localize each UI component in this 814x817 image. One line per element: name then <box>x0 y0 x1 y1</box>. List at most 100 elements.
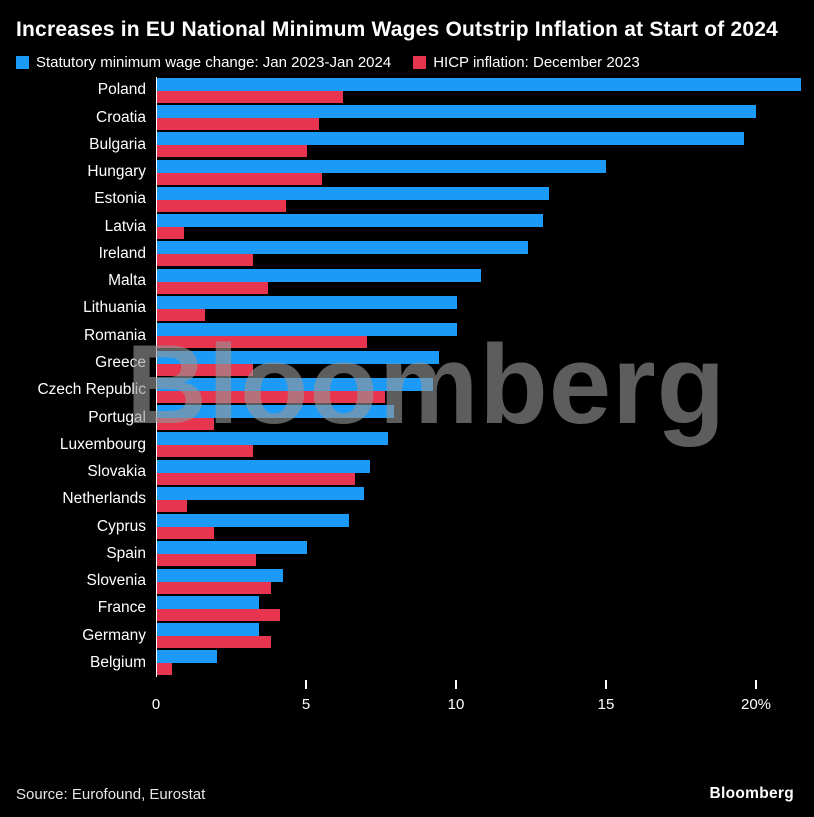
country-label: Luxembourg <box>59 435 146 453</box>
x-axis: 0 5 10 15 20% <box>152 677 804 721</box>
inflation-bar <box>157 390 385 403</box>
bar-group <box>156 649 804 677</box>
country-label: Bulgaria <box>89 135 146 153</box>
country-row: Poland <box>16 76 804 104</box>
wage-bar <box>157 241 529 255</box>
inflation-bar <box>157 445 253 458</box>
bar-group <box>156 594 804 623</box>
inflation-bar <box>157 172 322 185</box>
inflation-bar <box>157 499 187 512</box>
wage-bar <box>157 623 259 637</box>
wage-bar <box>157 377 433 391</box>
country-row: France <box>16 594 804 623</box>
country-label: Spain <box>106 544 146 562</box>
bar-group <box>156 76 804 104</box>
bar-group <box>156 376 804 404</box>
inflation-bar <box>157 581 271 594</box>
country-label: Malta <box>108 272 146 290</box>
inflation-bar <box>157 118 319 131</box>
bar-group <box>156 458 804 486</box>
wage-bar <box>157 486 364 500</box>
country-row: Malta <box>16 267 804 295</box>
bar-group <box>156 185 804 214</box>
country-row: Hungary <box>16 158 804 186</box>
legend: Statutory minimum wage change: Jan 2023-… <box>16 54 804 71</box>
country-label: Romania <box>83 326 146 344</box>
x-axis-label: 10 <box>447 695 465 713</box>
country-label: Estonia <box>94 190 146 208</box>
country-label: Germany <box>82 626 146 644</box>
wage-bar <box>157 432 388 446</box>
country-label: Cyprus <box>96 517 146 535</box>
country-row: Slovenia <box>16 567 804 595</box>
x-axis-tick <box>455 679 457 689</box>
inflation-bar <box>157 336 367 349</box>
country-label: Poland <box>97 81 146 99</box>
wage-bar <box>157 132 745 146</box>
country-row: Latvia <box>16 213 804 241</box>
country-row: Ireland <box>16 240 804 268</box>
bar-group <box>156 267 804 295</box>
inflation-bar <box>157 199 286 212</box>
inflation-bar <box>157 636 271 649</box>
country-label: Slovenia <box>86 572 146 590</box>
inflation-bar <box>157 418 214 431</box>
inflation-legend-swatch <box>413 55 427 69</box>
inflation-bar <box>157 527 214 540</box>
inflation-bar <box>157 308 205 321</box>
bar-group <box>156 622 804 650</box>
country-label: Czech Republic <box>37 381 146 399</box>
country-row: Greece <box>16 349 804 377</box>
country-label: Slovakia <box>87 463 146 481</box>
bar-group <box>156 103 804 132</box>
bar-group <box>156 349 804 377</box>
inflation-bar <box>157 281 268 294</box>
inflation-bar <box>157 90 343 103</box>
country-row: Romania <box>16 322 804 350</box>
country-row: Spain <box>16 540 804 568</box>
country-label: Belgium <box>90 653 146 671</box>
country-row: Portugal <box>16 403 804 432</box>
country-row: Luxembourg <box>16 431 804 459</box>
country-label: Ireland <box>98 244 146 262</box>
inflation-bar <box>157 254 253 267</box>
bar-group <box>156 322 804 350</box>
country-row: Cyprus <box>16 512 804 541</box>
chart-title: Increases in EU National Minimum Wages O… <box>16 18 779 41</box>
country-row: Lithuania <box>16 294 804 323</box>
bar-group <box>156 294 804 323</box>
bar-group <box>156 158 804 186</box>
bloomberg-logo: Bloomberg <box>709 785 794 802</box>
footer: Source: Eurofound, Eurostat Bloomberg <box>16 785 804 803</box>
x-axis-tick <box>605 679 607 689</box>
wage-bar <box>157 214 544 228</box>
country-row: Slovakia <box>16 458 804 486</box>
source-note: Source: Eurofound, Eurostat <box>16 786 206 803</box>
wage-bar <box>157 595 259 609</box>
country-row: Netherlands <box>16 485 804 513</box>
inflation-bar <box>157 663 172 676</box>
country-label: Croatia <box>96 108 146 126</box>
bar-group <box>156 567 804 595</box>
wage-bar <box>157 268 481 282</box>
bar-group <box>156 213 804 241</box>
country-label: Latvia <box>104 217 146 235</box>
inflation-legend-label: HICP inflation: December 2023 <box>433 53 640 71</box>
inflation-bar <box>157 227 184 240</box>
inflation-bar <box>157 145 307 158</box>
wage-legend-label: Statutory minimum wage change: Jan 2023-… <box>36 53 392 71</box>
bar-group <box>156 485 804 513</box>
wage-bar <box>157 323 457 337</box>
wage-bar <box>157 405 394 419</box>
legend-item-inflation: HICP inflation: December 2023 <box>413 54 640 71</box>
country-label: Hungary <box>87 163 146 181</box>
x-axis-label: 15 <box>597 695 615 713</box>
bar-group <box>156 403 804 432</box>
wage-bar <box>157 295 457 309</box>
country-label: Greece <box>95 354 146 371</box>
inflation-bar <box>157 608 280 621</box>
wage-bar <box>157 350 439 364</box>
wage-bar <box>157 105 757 119</box>
wage-bar <box>157 77 801 91</box>
